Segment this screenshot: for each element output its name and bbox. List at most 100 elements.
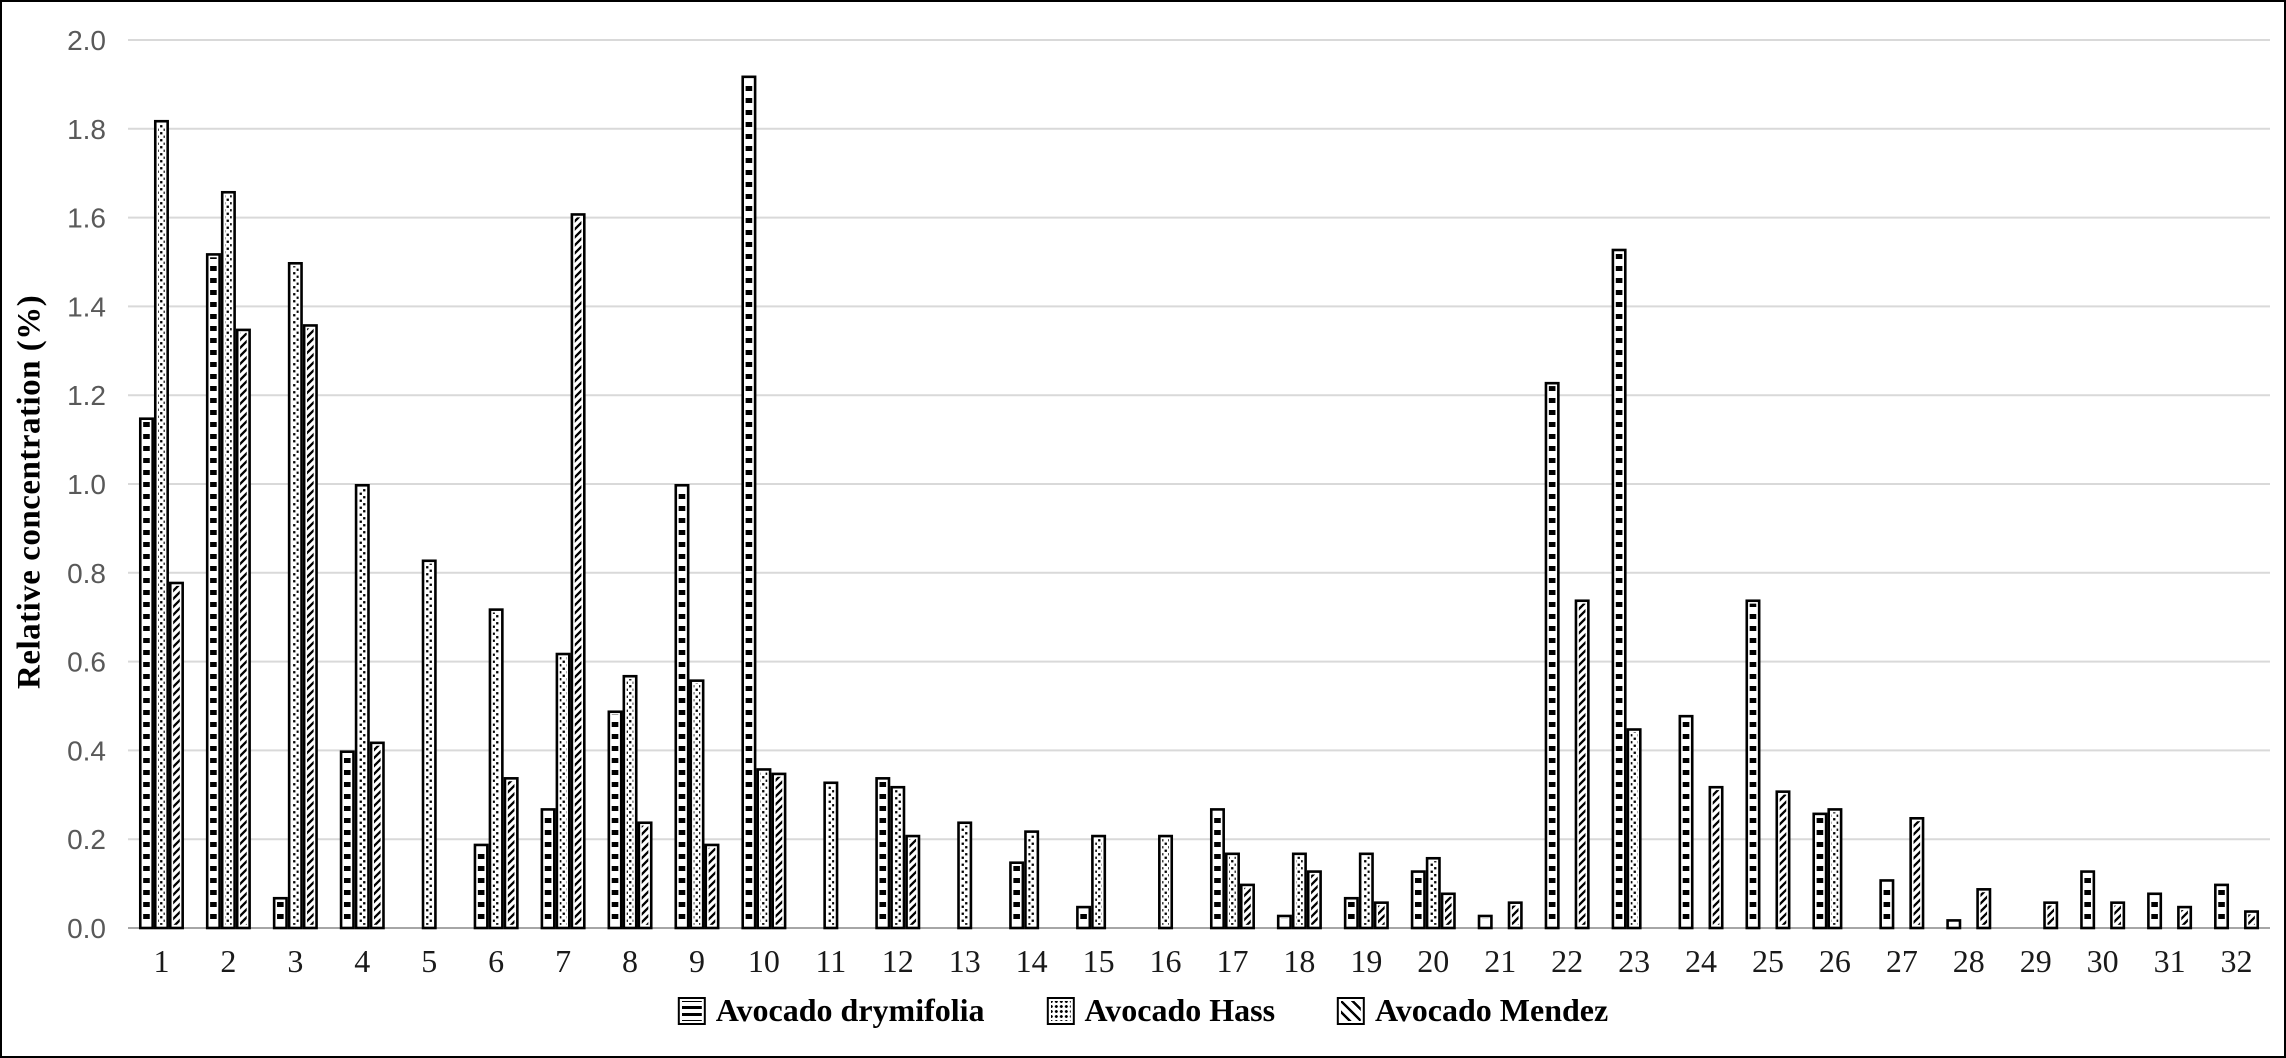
bar-brick-group28 [1946, 919, 1962, 930]
gridlines [128, 39, 2270, 929]
y-tick-label: 0.8 [67, 558, 106, 589]
y-tick-label: 0.2 [67, 824, 106, 855]
bar-brick-group6 [473, 843, 489, 930]
bar-diagonal-group17 [1239, 883, 1255, 930]
axis-labels: 0.00.20.40.60.81.01.21.41.61.82.01 2 3 4 5 6 7… [67, 25, 2252, 979]
x-tick-label-1: 1 [153, 943, 169, 979]
bar-diagonal-group6 [503, 777, 519, 930]
bar-diagonal-group8 [637, 821, 653, 930]
bar-diagonal-group7 [570, 213, 586, 930]
y-tick-label: 0.6 [67, 647, 106, 678]
bar-dots-group9 [689, 679, 705, 930]
x-tick-label-25: 25 [1752, 943, 1784, 979]
bar-dots-group2 [220, 190, 236, 930]
x-tick-label-20: 20 [1417, 943, 1449, 979]
bar-dots-group20 [1425, 856, 1441, 930]
hass-pattern-swatch-icon [1046, 996, 1075, 1025]
bar-diagonal-group18 [1306, 870, 1322, 930]
bar-dots-group6 [488, 608, 504, 930]
bar-dots-group4 [354, 483, 370, 930]
bar-brick-group25 [1745, 599, 1761, 930]
x-tick-label-18: 18 [1283, 943, 1315, 979]
bar-brick-group26 [1812, 812, 1828, 930]
bar-diagonal-group22 [1574, 599, 1590, 930]
bar-brick-group10 [741, 75, 757, 930]
legend-label-hass: Avocado Hass [1084, 992, 1276, 1028]
bars [138, 75, 2260, 930]
bar-dots-group12 [890, 785, 906, 930]
y-tick-label: 0.4 [67, 735, 106, 766]
bar-brick-group15 [1076, 905, 1092, 930]
x-tick-label-17: 17 [1216, 943, 1248, 979]
x-tick-label-9: 9 [689, 943, 705, 979]
y-tick-label: 1.2 [67, 380, 106, 411]
bar-diagonal-group27 [1909, 816, 1925, 930]
bar-diagonal-group29 [2043, 901, 2059, 930]
bar-brick-group14 [1009, 861, 1025, 930]
x-tick-label-28: 28 [1953, 943, 1985, 979]
x-tick-label-27: 27 [1886, 943, 1918, 979]
bar-brick-group3 [272, 896, 288, 930]
bar-diagonal-group9 [704, 843, 720, 930]
bar-dots-group5 [421, 559, 437, 930]
bar-diagonal-group25 [1775, 790, 1791, 930]
bar-brick-group9 [674, 483, 690, 930]
legend-item-mendez: Avocado Mendez [1337, 992, 1608, 1029]
bar-diagonal-group32 [2244, 910, 2260, 930]
bar-brick-group32 [2214, 883, 2230, 930]
y-axis-title: Relative concentration (%) [11, 294, 48, 690]
bar-dots-group11 [823, 781, 839, 930]
x-tick-label-6: 6 [488, 943, 504, 979]
y-tick-label: 1.6 [67, 203, 106, 234]
bar-diagonal-group28 [1976, 888, 1992, 930]
legend-label-mendez: Avocado Mendez [1375, 992, 1609, 1028]
y-tick-label: 0.0 [67, 913, 106, 944]
bar-dots-group17 [1224, 852, 1240, 930]
x-tick-label-7: 7 [555, 943, 571, 979]
bar-brick-group8 [607, 710, 623, 930]
bar-diagonal-group2 [235, 328, 251, 930]
bar-diagonal-group3 [302, 324, 318, 930]
bar-brick-group27 [1879, 879, 1895, 930]
bar-brick-group4 [339, 750, 355, 930]
x-tick-label-23: 23 [1618, 943, 1650, 979]
legend-label-drymifolia: Avocado drymifolia [715, 992, 985, 1028]
bar-dots-group19 [1358, 852, 1374, 930]
bar-diagonal-group24 [1708, 785, 1724, 930]
bar-brick-group19 [1343, 896, 1359, 930]
bar-dots-group15 [1091, 834, 1107, 930]
bar-diagonal-group1 [168, 581, 184, 930]
bar-dots-group18 [1291, 852, 1307, 930]
bar-brick-group12 [875, 777, 891, 930]
bar-dots-group1 [153, 119, 169, 930]
bar-brick-group22 [1544, 381, 1560, 930]
bar-brick-group18 [1276, 914, 1292, 930]
bar-brick-group24 [1678, 714, 1694, 930]
x-tick-label-26: 26 [1819, 943, 1851, 979]
x-tick-label-30: 30 [2087, 943, 2119, 979]
x-tick-label-22: 22 [1551, 943, 1583, 979]
x-tick-label-29: 29 [2020, 943, 2052, 979]
legend: Avocado drymifolia Avocado Hass Avocado … [677, 992, 1608, 1029]
x-tick-label-21: 21 [1484, 943, 1516, 979]
x-tick-label-12: 12 [882, 943, 914, 979]
bar-diagonal-group4 [369, 741, 385, 930]
bar-brick-group21 [1477, 914, 1493, 930]
bar-brick-group1 [138, 417, 154, 930]
y-tick-label: 1.0 [67, 469, 106, 500]
bar-brick-group7 [540, 808, 556, 930]
bar-brick-group17 [1209, 808, 1225, 930]
bar-brick-group2 [205, 253, 221, 930]
x-tick-label-15: 15 [1083, 943, 1115, 979]
x-tick-label-14: 14 [1016, 943, 1048, 979]
y-tick-label: 2.0 [67, 25, 106, 56]
bar-diagonal-group10 [771, 772, 787, 930]
x-tick-label-16: 16 [1150, 943, 1182, 979]
bar-dots-group7 [555, 652, 571, 930]
bar-dots-group16 [1158, 834, 1174, 930]
bar-brick-group20 [1410, 870, 1426, 930]
mendez-pattern-swatch-icon [1337, 996, 1366, 1025]
bar-diagonal-group21 [1507, 901, 1523, 930]
